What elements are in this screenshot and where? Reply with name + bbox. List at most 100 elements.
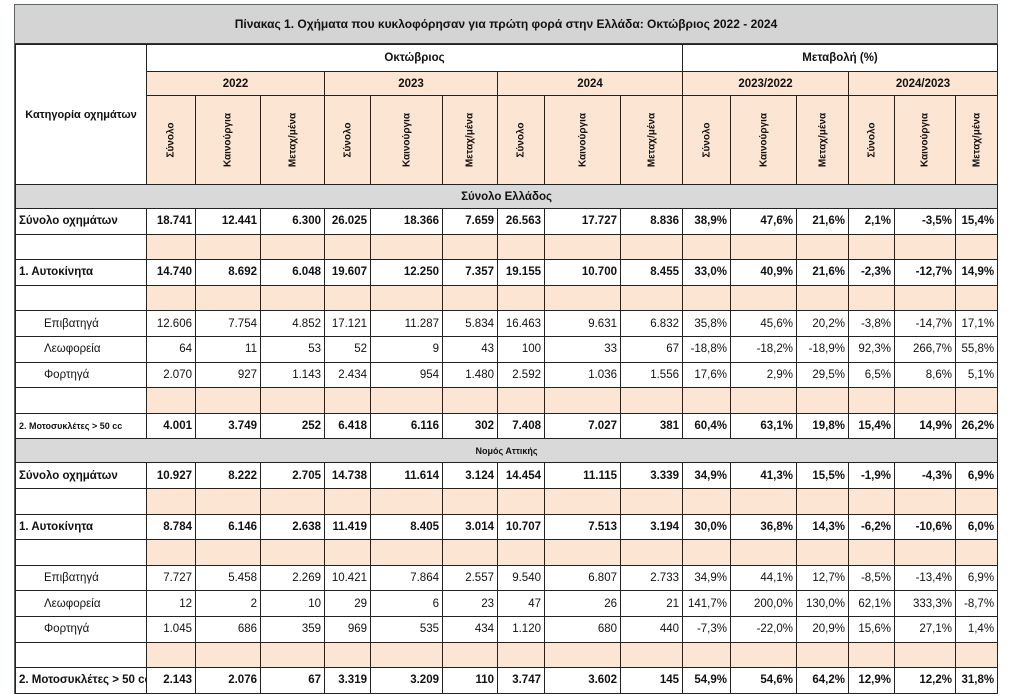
value-cell: 100 [497,335,545,363]
empty-cell [370,387,443,414]
value-cell: 8.692 [195,259,261,286]
value-cell: 6.146 [195,513,261,541]
empty-cell [15,387,147,414]
value-cell: -7,3% [682,615,731,643]
empty-cell [260,487,325,515]
value-cell: 67 [260,667,325,694]
value-cell: 6.807 [544,564,621,592]
value-cell: 12,2% [894,667,956,694]
empty-cell [894,387,956,414]
empty-cell [497,284,545,312]
value-cell: 19.607 [324,259,371,286]
value-cell: 38,9% [682,208,731,235]
value-cell: 9.540 [497,564,545,592]
value-cell: 30,0% [682,513,731,541]
value-cell: 7.408 [497,412,545,440]
empty-cell [620,233,683,261]
row-label: Σύνολο οχημάτων [15,208,147,235]
subheader-label: Σύνολο [866,122,877,158]
change-header-2024-2023: 2024/2023 [847,71,999,96]
empty-cell [894,233,956,261]
value-cell: 17.121 [324,310,371,337]
subheader-label: Μεταχ/μένα [817,112,828,168]
empty-cell [848,641,895,669]
value-cell: 2.434 [324,361,371,389]
value-cell: 26,2% [954,412,999,440]
value-cell: 434 [442,615,498,643]
value-cell: 2,9% [730,361,797,389]
empty-cell [620,284,683,312]
subheader-label: Μεταχ/μένα [646,112,657,168]
empty-cell [544,387,621,414]
empty-cell [324,641,371,669]
empty-cell [620,487,683,515]
value-cell: 92,3% [848,335,895,363]
value-cell: 14.738 [324,462,371,489]
value-cell: 26 [544,590,621,617]
value-cell: 11.287 [370,310,443,337]
value-cell: 3.124 [442,462,498,489]
empty-cell [848,233,895,261]
value-cell: 35,8% [682,310,731,337]
empty-cell [442,233,498,261]
empty-cell [894,641,956,669]
value-cell: 6,5% [848,361,895,389]
value-cell: 686 [195,615,261,643]
empty-cell [848,284,895,312]
value-cell: 29,5% [796,361,849,389]
spacer-row [15,487,999,515]
value-cell: 12.441 [195,208,261,235]
empty-cell [442,539,498,566]
subheader-total: Σύνολο [682,95,731,185]
value-cell: 29 [324,590,371,617]
value-cell: 6,0% [954,513,999,541]
table-title: Πίνακας 1. Οχήματα που κυκλοφόρησαν για … [15,5,997,44]
value-cell: 9 [370,335,443,363]
value-cell: 2.070 [146,361,196,389]
empty-cell [954,487,999,515]
value-cell: 110 [442,667,498,694]
value-cell: 7.754 [195,310,261,337]
empty-cell [497,487,545,515]
table-row: 1. Αυτοκίνητα 14.740 8.692 6.048 19.607 12.25… [15,259,999,286]
value-cell: 2.269 [260,564,325,592]
value-cell: 12.606 [146,310,196,337]
value-cell: 3.339 [620,462,683,489]
value-cell: -1,9% [848,462,895,489]
empty-cell [146,641,196,669]
empty-cell [894,539,956,566]
value-cell: 6.116 [370,412,443,440]
table-row: Φορτηγά 1.045 686 359 969 535 434 1.120 680 440 -7… [15,615,999,643]
table-row: Επιβατηγά 12.606 7.754 4.852 17.121 11.287 5.8… [15,310,999,337]
empty-cell [682,641,731,669]
value-cell: 47,6% [730,208,797,235]
value-cell: -4,3% [894,462,956,489]
value-cell: 1,4% [954,615,999,643]
row-label: Λεωφορεία [15,590,147,617]
empty-cell [544,233,621,261]
subheader-used: Μεταχ/μένα [260,95,325,185]
value-cell: 8.405 [370,513,443,541]
subheader-label: Καινούργια [222,112,234,168]
value-cell: 6.418 [324,412,371,440]
value-cell: 44,1% [730,564,797,592]
value-cell: -18,9% [796,335,849,363]
value-cell: 5,1% [954,361,999,389]
empty-cell [620,539,683,566]
value-cell: 19,8% [796,412,849,440]
value-cell: 41,3% [730,462,797,489]
value-cell: 14,9% [954,259,999,286]
value-cell: 3.209 [370,667,443,694]
value-cell: 15,6% [848,615,895,643]
value-cell: 2.076 [195,667,261,694]
value-cell: 23 [442,590,498,617]
subheader-label: Καινούργια [919,112,931,168]
value-cell: -3,8% [848,310,895,337]
row-label: Φορτηγά [15,361,147,389]
subheader-label: Σύνολο [342,122,353,158]
value-cell: 6 [370,590,443,617]
value-cell: 3.602 [544,667,621,694]
empty-cell [324,539,371,566]
value-cell: 535 [370,615,443,643]
value-cell: 145 [620,667,683,694]
